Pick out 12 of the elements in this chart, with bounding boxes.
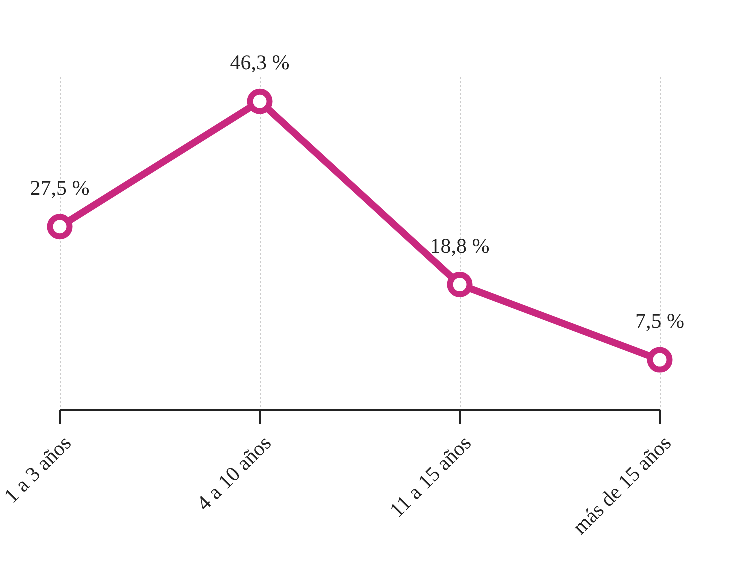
data-label: 27,5 % bbox=[30, 176, 90, 200]
point bbox=[247, 88, 273, 114]
data-label: 46,3 % bbox=[230, 50, 290, 75]
x-tick-label: 11 a 15 años bbox=[384, 431, 476, 522]
x-tick-label: más de 15 años bbox=[568, 431, 676, 540]
data-label: 18,8 % bbox=[430, 234, 490, 258]
x-tick-label: 4 a 10 años bbox=[192, 431, 276, 516]
x-tick-label: 1 a 3 años bbox=[0, 431, 76, 508]
point bbox=[647, 347, 673, 373]
point bbox=[47, 214, 73, 240]
data-label: 7,5 % bbox=[636, 309, 684, 334]
point bbox=[447, 272, 473, 298]
